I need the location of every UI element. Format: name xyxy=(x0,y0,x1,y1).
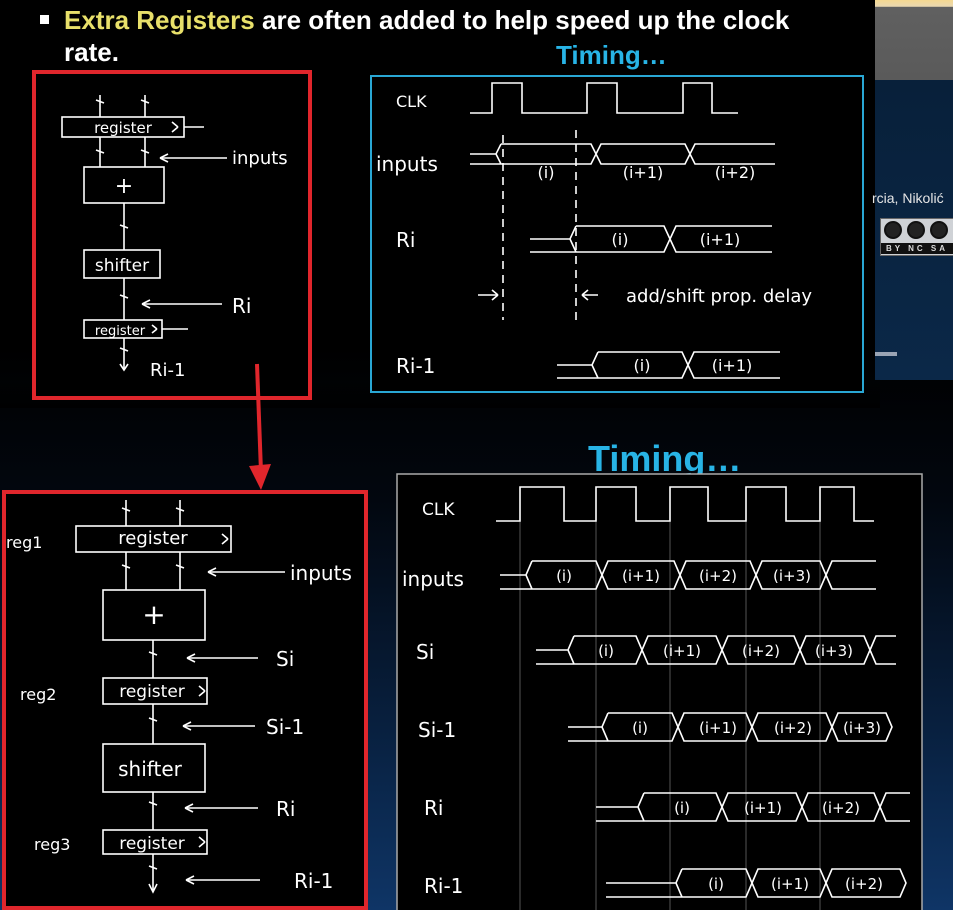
d2-inputs-label: inputs xyxy=(290,561,352,585)
t2-si-cell-1: (i+1) xyxy=(663,642,701,660)
t1-row-ri: Ri xyxy=(396,228,415,252)
t1-row-inputs: inputs xyxy=(376,152,438,176)
timing-diagram-2: CLK inputs Si Si-1 Ri Ri-1 (i) (i+1) (i+… xyxy=(396,473,923,910)
cc-sa-icon xyxy=(930,221,948,239)
t2-si1-cell-1: (i+1) xyxy=(699,719,737,737)
d2-register-2: register xyxy=(119,682,185,702)
d1-ri-label: Ri xyxy=(232,294,251,318)
d2-plus: + xyxy=(142,598,165,631)
d1-register-top: register xyxy=(94,119,153,137)
t2-row-si: Si xyxy=(416,640,434,664)
diagram-1-frame xyxy=(32,70,312,400)
bullet-highlight: Extra Registers xyxy=(64,5,255,35)
d1-plus: + xyxy=(115,174,133,199)
background-slide-strip xyxy=(875,0,953,80)
d2-si1-label: Si-1 xyxy=(266,715,304,739)
t2-si1-cell-3: (i+3) xyxy=(843,719,881,737)
d2-reg2-label: reg2 xyxy=(20,685,56,704)
datapath-diagram-1: register + shifter register inputs Ri Ri… xyxy=(32,70,312,400)
datapath-diagram-2: register + register shifter register reg… xyxy=(2,490,368,910)
d2-register-3: register xyxy=(119,834,185,854)
cc-label: BY NC SA xyxy=(881,243,953,254)
t2-clk-wave xyxy=(496,486,874,522)
timing-1-frame xyxy=(370,75,864,393)
timing-diagram-1: CLK inputs Ri Ri-1 (i) (i+1) (i+2) (i) (… xyxy=(370,75,864,393)
t2-ri1-cell-1: (i+1) xyxy=(771,875,809,893)
d1-register-bottom: register xyxy=(95,324,146,339)
d1-shifter: shifter xyxy=(95,256,149,276)
cc-by-icon xyxy=(884,221,902,239)
t2-inputs-cell-3: (i+3) xyxy=(773,567,811,585)
creative-commons-badge: BY NC SA xyxy=(880,218,953,256)
t2-row-inputs: inputs xyxy=(402,567,464,591)
red-arrow-down xyxy=(249,363,271,490)
bullet-marker xyxy=(40,15,49,24)
timing-2-frame xyxy=(396,473,923,910)
t2-ri-cell-1: (i+1) xyxy=(744,799,782,817)
d2-shifter: shifter xyxy=(118,757,182,781)
t1-inputs-cell-0: (i) xyxy=(538,163,555,182)
background-author-text: rcia, Nikolić xyxy=(872,190,944,206)
d2-reg3-label: reg3 xyxy=(34,835,70,854)
timing-title-small: Timing… xyxy=(556,40,667,70)
t2-si1-cell-0: (i) xyxy=(632,719,648,737)
bullet-text: are often added to help speed up the clo… xyxy=(64,5,790,67)
d2-ri1-label: Ri-1 xyxy=(294,869,333,893)
d1-ri1-label: Ri-1 xyxy=(150,360,185,381)
t1-row-clk: CLK xyxy=(396,92,427,111)
t2-row-clk: CLK xyxy=(422,500,455,520)
t2-inputs-cell-1: (i+1) xyxy=(622,567,660,585)
t1-inputs-cell-1: (i+1) xyxy=(623,163,664,182)
t2-ri-cell-2: (i+2) xyxy=(822,799,860,817)
t2-si1-cell-2: (i+2) xyxy=(774,719,812,737)
t2-row-si1: Si-1 xyxy=(418,718,456,742)
t2-si-cell-3: (i+3) xyxy=(815,642,853,660)
t1-row-ri1: Ri-1 xyxy=(396,354,435,378)
t1-ri-cell-1: (i+1) xyxy=(700,230,741,249)
t2-inputs-cell-2: (i+2) xyxy=(699,567,737,585)
t2-row-ri: Ri xyxy=(424,796,443,820)
d1-inputs-label: inputs xyxy=(232,148,288,169)
cc-nc-icon xyxy=(907,221,925,239)
t2-ri1-cell-2: (i+2) xyxy=(845,875,883,893)
t1-clk-wave xyxy=(470,82,738,114)
t2-ri-cell-0: (i) xyxy=(674,799,690,817)
d2-register-1: register xyxy=(118,528,188,549)
t2-ri1-cell-0: (i) xyxy=(708,875,724,893)
background-dash xyxy=(875,352,897,356)
d2-reg1-label: reg1 xyxy=(6,533,42,552)
t1-delay-label: add/shift prop. delay xyxy=(626,286,812,307)
t1-ri1-cell-0: (i) xyxy=(634,356,651,375)
t1-inputs-cell-2: (i+2) xyxy=(715,163,756,182)
t2-si-cell-2: (i+2) xyxy=(742,642,780,660)
t1-ri-cell-0: (i) xyxy=(612,230,629,249)
d2-ri-label: Ri xyxy=(276,797,295,821)
t2-inputs-cell-0: (i) xyxy=(556,567,572,585)
diagram-2-frame xyxy=(2,490,368,910)
t2-si-cell-0: (i) xyxy=(598,642,614,660)
timing-title-large: Timing… xyxy=(588,438,742,479)
t1-ri1-cell-1: (i+1) xyxy=(712,356,753,375)
t2-row-ri1: Ri-1 xyxy=(424,874,463,898)
d2-si-label: Si xyxy=(276,647,294,671)
